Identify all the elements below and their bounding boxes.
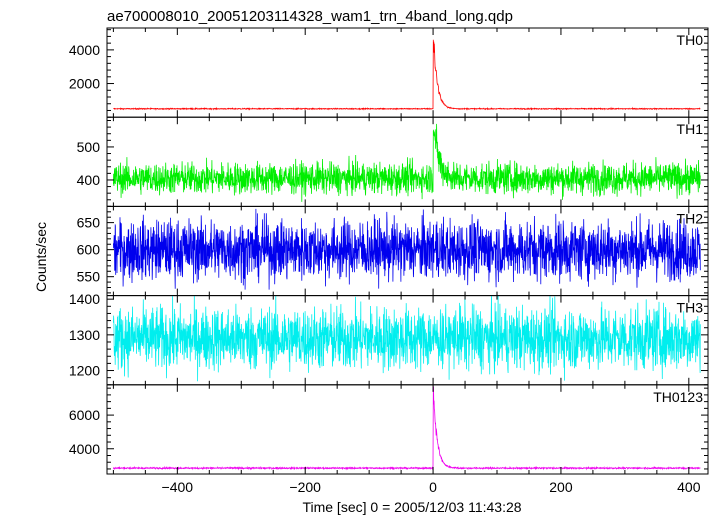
y-tick-label: 400 (77, 172, 101, 188)
y-tick-label: 650 (77, 215, 101, 231)
series-th2 (113, 208, 701, 290)
panel-th3: 1200 1300 1400 TH3 (69, 291, 709, 386)
panel-label: TH1 (677, 121, 704, 137)
panel-th1: 400 500 TH1 (77, 116, 709, 207)
panel-label: TH0 (677, 32, 704, 48)
panel-label: TH2 (677, 210, 704, 226)
series-th1 (113, 123, 701, 202)
y-tick-label: 500 (77, 139, 101, 155)
y-tick-label: 6000 (69, 407, 100, 423)
x-axis-label: Time [sec] 0 = 2005/12/03 11:43:28 (302, 499, 521, 515)
panel-th0: 2000 4000 TH0 (69, 27, 709, 118)
series-th3 (113, 295, 701, 382)
x-tick-label: 400 (677, 479, 701, 495)
panel-label: TH0123 (653, 389, 703, 405)
y-tick-label: 550 (77, 269, 101, 285)
series-th0123 (113, 386, 701, 471)
panel-frame (106, 27, 709, 118)
x-tick-label: 0 (429, 479, 437, 495)
x-tick-label: −200 (289, 479, 321, 495)
chart-title: ae700008010_20051203114328_wam1_trn_4ban… (107, 8, 513, 25)
panel-th2: 550 600 650 TH2 (77, 205, 709, 297)
y-tick-label: 1200 (69, 363, 100, 379)
panel-th0123: 4000 6000 TH0123 (69, 384, 709, 475)
y-tick-label: 600 (77, 242, 101, 258)
y-axis-label: Counts/sec (33, 222, 49, 292)
x-tick-label: −400 (162, 479, 194, 495)
y-tick-label: 1400 (69, 291, 100, 307)
series-th0 (113, 39, 701, 111)
y-tick-label: 4000 (69, 42, 100, 58)
x-tick-label: 200 (549, 479, 573, 495)
y-tick-label: 2000 (69, 76, 100, 92)
panel-frame (106, 384, 709, 475)
y-tick-label: 4000 (69, 441, 100, 457)
y-tick-label: 1300 (69, 327, 100, 343)
panel-label: TH3 (677, 300, 704, 316)
